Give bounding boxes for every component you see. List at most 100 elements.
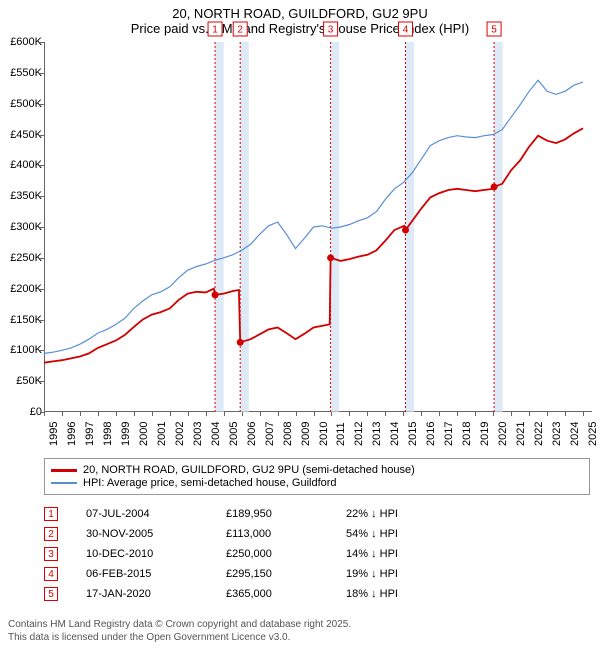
y-tick <box>40 320 44 321</box>
x-tick <box>80 412 81 416</box>
sales-diff: 22% ↓ HPI <box>346 508 466 520</box>
x-tick <box>278 412 279 416</box>
y-tick <box>40 381 44 382</box>
x-tick-label: 2023 <box>551 422 563 446</box>
sales-price: £250,000 <box>226 548 346 560</box>
sales-diff: 14% ↓ HPI <box>346 548 466 560</box>
legend: 20, NORTH ROAD, GUILDFORD, GU2 9PU (semi… <box>44 458 590 495</box>
sales-idx-box: 1 <box>44 507 58 521</box>
x-tick-label: 2022 <box>533 422 545 446</box>
sales-diff: 19% ↓ HPI <box>346 568 466 580</box>
sales-row: 3 10-DEC-2010£250,00014% ↓ HPI <box>44 544 590 564</box>
x-tick <box>134 412 135 416</box>
price-dot <box>402 226 409 233</box>
x-tick <box>296 412 297 416</box>
sales-price: £365,000 <box>226 588 346 600</box>
chart-container: 20, NORTH ROAD, GUILDFORD, GU2 9PU Price… <box>0 0 600 650</box>
sales-row: 406-FEB-2015£295,15019% ↓ HPI <box>44 564 590 584</box>
sales-price: £113,000 <box>226 528 346 540</box>
legend-label-price: 20, NORTH ROAD, GUILDFORD, GU2 9PU (semi… <box>83 464 415 476</box>
x-tick-label: 2014 <box>389 422 401 446</box>
x-tick-label: 2012 <box>353 422 365 446</box>
x-tick-label: 2009 <box>300 422 312 446</box>
y-tick <box>40 73 44 74</box>
x-tick-label: 2001 <box>156 422 168 446</box>
y-tick <box>40 289 44 290</box>
y-tick-label: £300K <box>2 221 42 233</box>
y-tick-label: £500K <box>2 98 42 110</box>
legend-label-hpi: HPI: Average price, semi-detached house,… <box>83 477 337 489</box>
x-tick <box>583 412 584 416</box>
y-tick-label: £100K <box>2 344 42 356</box>
x-tick <box>529 412 530 416</box>
x-tick-label: 2008 <box>282 422 294 446</box>
y-tick-label: £250K <box>2 252 42 264</box>
sales-diff: 54% ↓ HPI <box>346 528 466 540</box>
chart-title-sub: Price paid vs. HM Land Registry's House … <box>0 21 600 36</box>
sales-table: 107-JUL-2004£189,95022% ↓ HPI230-NOV-200… <box>44 504 590 604</box>
price-dot <box>212 291 219 298</box>
sales-date: 10-DEC-2010 <box>86 548 226 560</box>
x-tick-label: 1997 <box>84 422 96 446</box>
y-tick-label: £150K <box>2 314 42 326</box>
sales-date: 07-JUL-2004 <box>86 508 226 520</box>
y-tick <box>40 350 44 351</box>
x-tick <box>224 412 225 416</box>
chart-svg: 12345 <box>44 42 592 412</box>
x-tick <box>367 412 368 416</box>
y-tick-label: £200K <box>2 283 42 295</box>
x-tick-label: 2020 <box>497 422 509 446</box>
x-tick-label: 2021 <box>515 422 527 446</box>
legend-swatch-hpi <box>51 482 77 484</box>
x-tick <box>457 412 458 416</box>
legend-item-price: 20, NORTH ROAD, GUILDFORD, GU2 9PU (semi… <box>51 464 583 476</box>
price-dot <box>327 254 334 261</box>
y-tick-label: £400K <box>2 159 42 171</box>
x-tick-label: 2004 <box>210 422 222 446</box>
sale-marker-number: 5 <box>491 25 497 36</box>
sales-row: 107-JUL-2004£189,95022% ↓ HPI <box>44 504 590 524</box>
sales-date: 06-FEB-2015 <box>86 568 226 580</box>
x-tick-label: 2006 <box>246 422 258 446</box>
footer-attribution: Contains HM Land Registry data © Crown c… <box>8 618 351 644</box>
x-tick-label: 2018 <box>461 422 473 446</box>
y-tick-label: £350K <box>2 190 42 202</box>
x-tick <box>331 412 332 416</box>
y-tick <box>40 104 44 105</box>
y-tick <box>40 42 44 43</box>
x-tick-label: 1998 <box>102 422 114 446</box>
x-tick <box>44 412 45 416</box>
x-tick-label: 2015 <box>407 422 419 446</box>
x-tick <box>260 412 261 416</box>
price-dot <box>237 339 244 346</box>
sales-row: 230-NOV-2005£113,00054% ↓ HPI <box>44 524 590 544</box>
x-tick-label: 1995 <box>48 422 60 446</box>
x-tick-label: 2016 <box>425 422 437 446</box>
sale-marker-number: 1 <box>212 25 218 36</box>
x-tick <box>98 412 99 416</box>
x-tick-label: 2017 <box>443 422 455 446</box>
footer-line2: This data is licensed under the Open Gov… <box>8 631 351 644</box>
sale-band <box>240 42 249 412</box>
x-tick-label: 2024 <box>569 422 581 446</box>
sales-idx-box: 3 <box>44 547 58 561</box>
sale-band <box>215 42 224 412</box>
x-tick <box>314 412 315 416</box>
x-tick <box>206 412 207 416</box>
x-tick-label: 2025 <box>587 422 599 446</box>
sale-marker-number: 2 <box>237 25 243 36</box>
x-tick <box>511 412 512 416</box>
x-tick-label: 1996 <box>66 422 78 446</box>
x-tick <box>547 412 548 416</box>
legend-swatch-price <box>51 469 77 472</box>
sale-marker-number: 3 <box>328 25 334 36</box>
y-tick-label: £0 <box>2 406 42 418</box>
x-tick <box>188 412 189 416</box>
x-tick <box>116 412 117 416</box>
y-tick-label: £50K <box>2 375 42 387</box>
y-tick <box>40 135 44 136</box>
y-tick-label: £550K <box>2 67 42 79</box>
price-dot <box>491 183 498 190</box>
x-tick <box>349 412 350 416</box>
x-tick-label: 2010 <box>318 422 330 446</box>
